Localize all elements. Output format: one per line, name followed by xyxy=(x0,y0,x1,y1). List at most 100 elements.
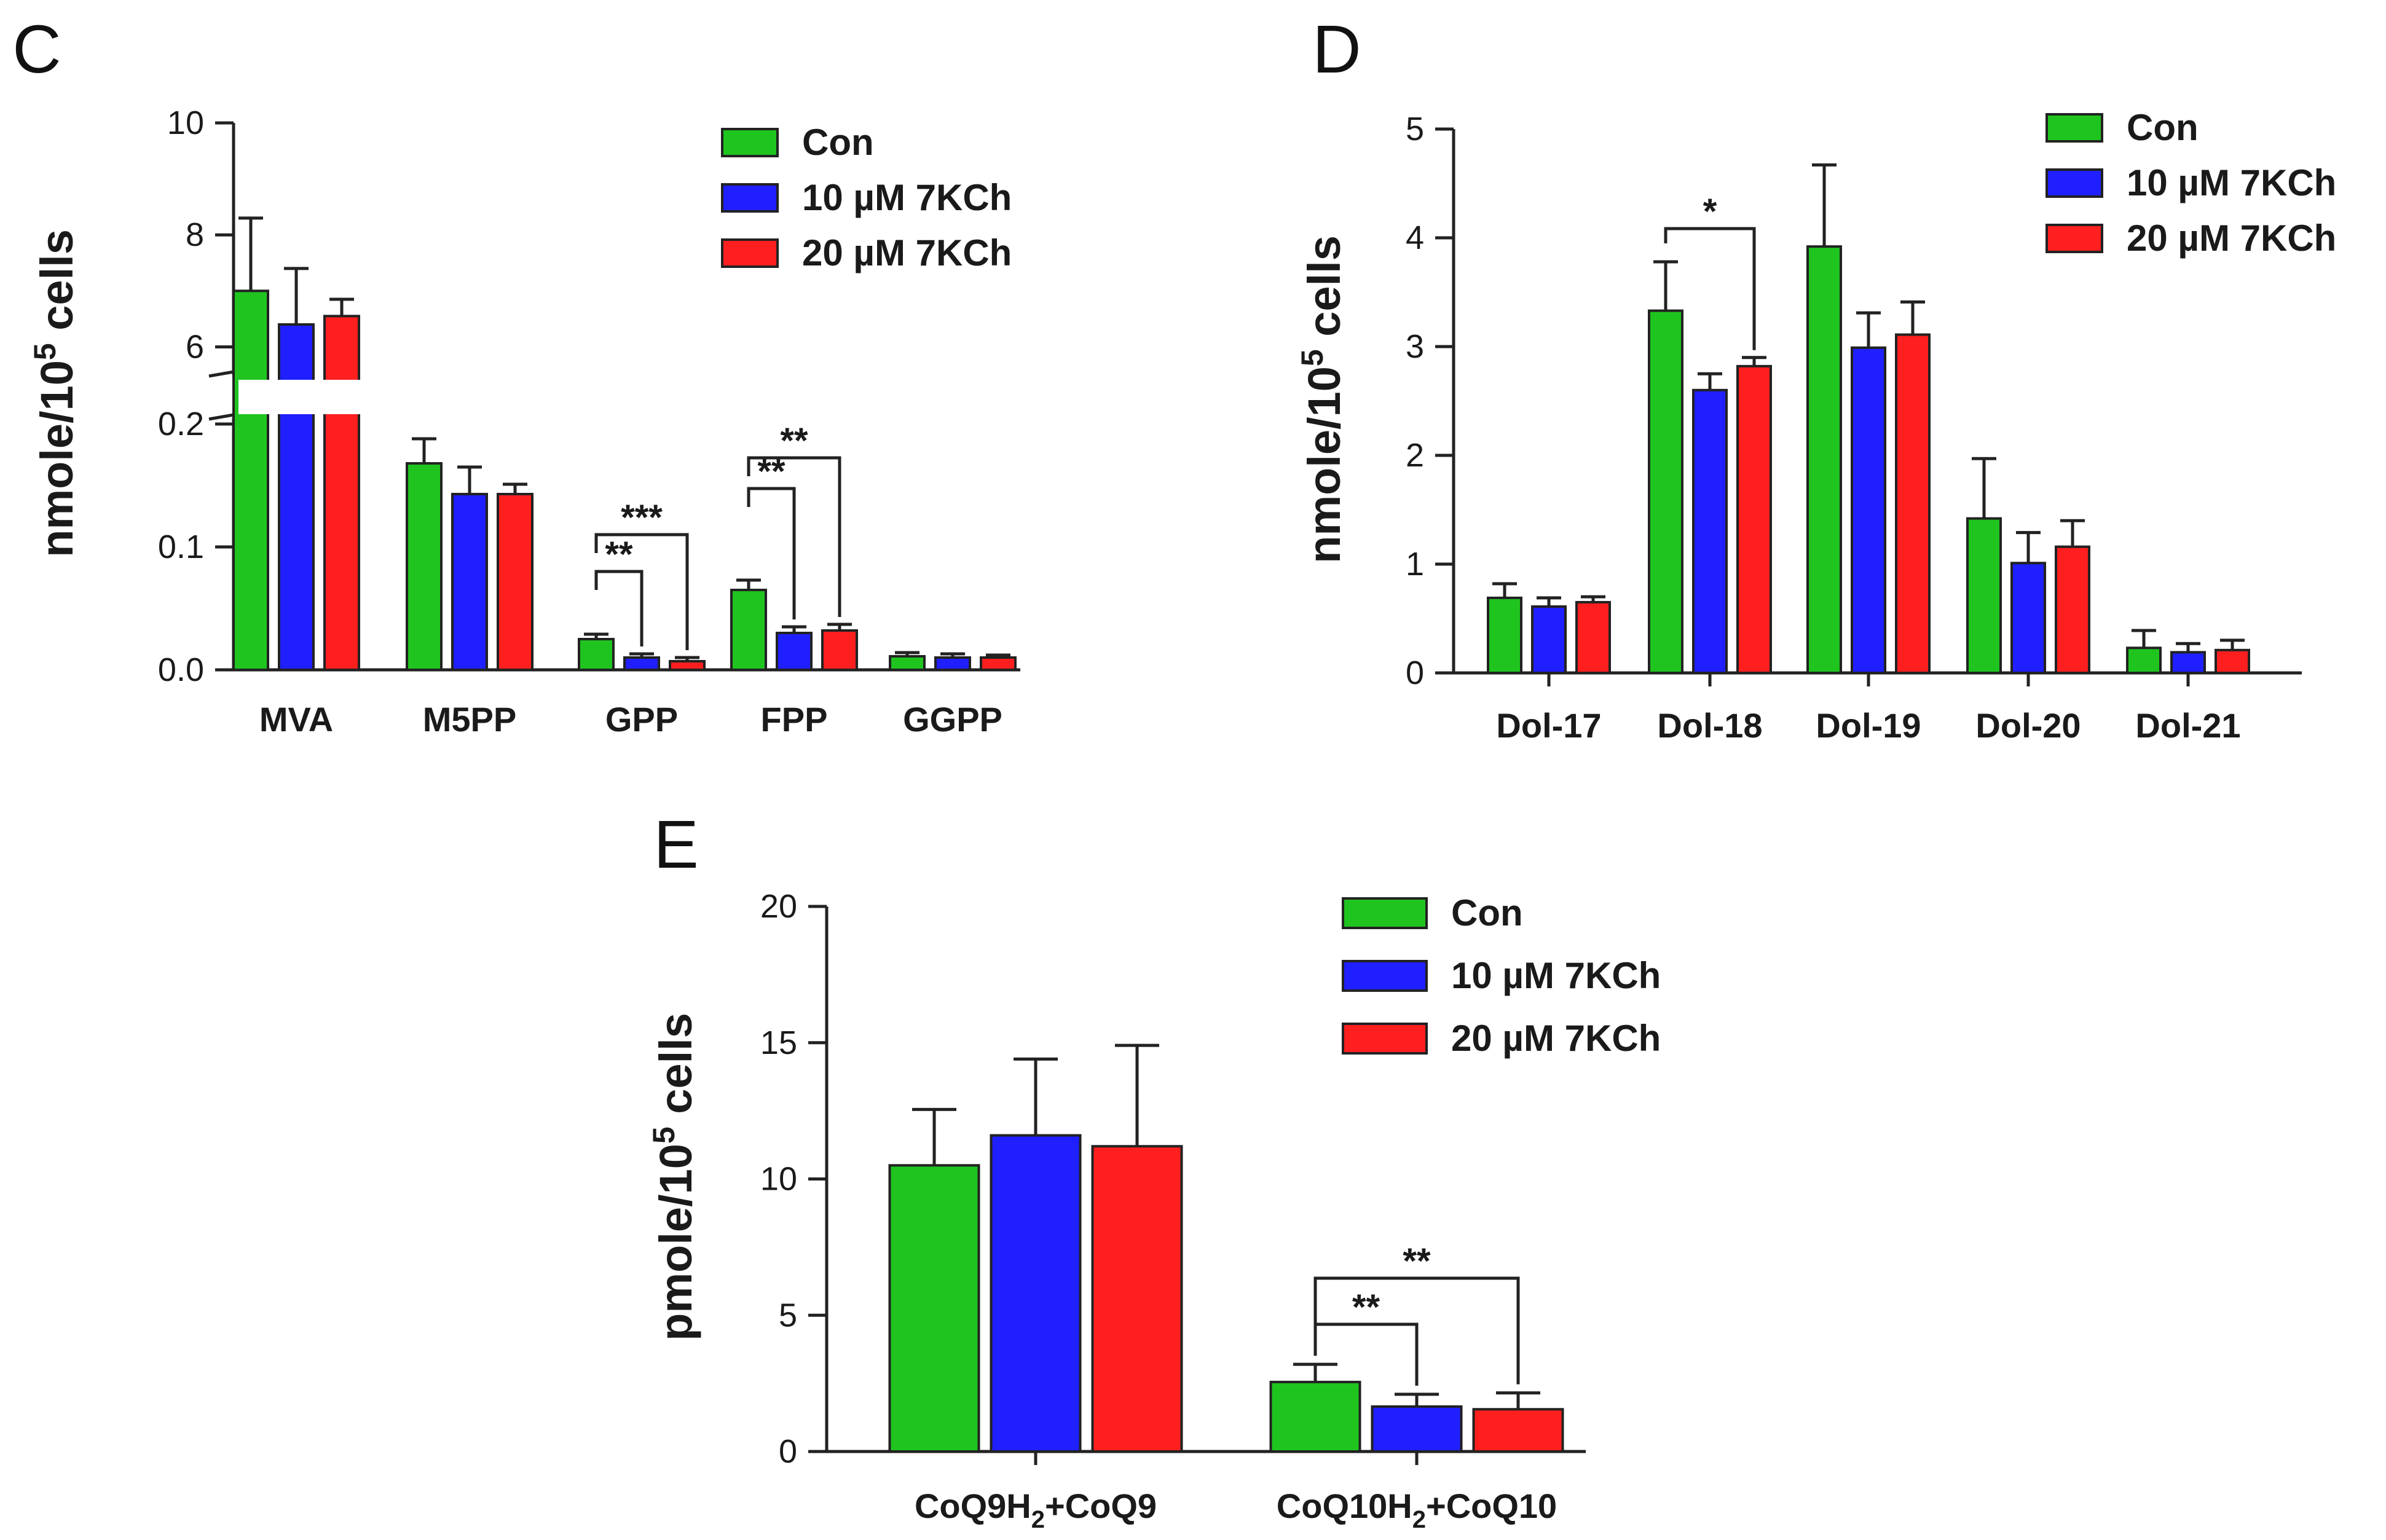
bar-d-Dol-19-2 xyxy=(1895,333,1931,674)
error-bar-d xyxy=(2220,638,2245,650)
bar-c-M5PP-1 xyxy=(451,493,488,671)
legend-swatch-2 xyxy=(1342,1023,1428,1055)
y-axis-label-c: nmole/105 cells xyxy=(28,229,82,557)
significance-c-2 xyxy=(747,487,796,619)
x-tick-label-c-M5PP: M5PP xyxy=(423,700,517,739)
error-bar-d xyxy=(1972,457,1996,519)
error-bar-c xyxy=(503,482,527,494)
error-bar-d xyxy=(1698,372,1722,390)
legend-swatch-1 xyxy=(721,183,779,213)
bar-e-CoQ10H-2 xyxy=(1472,1408,1564,1453)
panel-letter-e: E xyxy=(653,807,698,882)
bar-e-CoQ9H-1 xyxy=(990,1134,1082,1453)
y-tick-label-c: 6 xyxy=(186,328,204,365)
bar-d-Dol-18-1 xyxy=(1692,388,1728,674)
x-tick-label-d-Dol-21: Dol-21 xyxy=(2135,706,2240,745)
y-tick-label-c: 10 xyxy=(167,104,204,141)
y-tick-label-c: 0.1 xyxy=(158,528,204,565)
axis-break-gap xyxy=(238,380,404,414)
bar-c-GPP-0 xyxy=(578,638,615,671)
bar-d-Dol-21-2 xyxy=(2215,648,2250,674)
x-tick-label-d-Dol-18: Dol-18 xyxy=(1657,706,1762,745)
error-bar-c xyxy=(584,632,608,639)
error-bar-d xyxy=(2060,519,2085,547)
legend-label-1: 10 µM 7KCh xyxy=(1451,955,1661,996)
bar-c-M5PP-0 xyxy=(406,462,443,671)
significance-e-1 xyxy=(1313,1276,1520,1385)
y-tick-label-d: 1 xyxy=(1406,546,1424,583)
error-bar-c xyxy=(827,623,852,631)
error-bar-c xyxy=(736,578,761,590)
x-tick-label-d-Dol-17: Dol-17 xyxy=(1496,706,1601,745)
significance-c-3-label: ** xyxy=(780,421,808,461)
error-bar-e xyxy=(1014,1057,1058,1136)
error-bar-d xyxy=(1900,300,1925,335)
y-tick-label-d: 4 xyxy=(1406,219,1424,256)
x-tick-label-d-Dol-19: Dol-19 xyxy=(1816,706,1921,745)
legend-swatch-2 xyxy=(721,238,779,268)
bar-c-FPP-1 xyxy=(776,632,813,671)
error-bar-e xyxy=(1293,1362,1337,1382)
bar-c-MVA-2 xyxy=(323,315,360,671)
bar-e-CoQ10H-1 xyxy=(1371,1405,1463,1453)
panel-letter-d: D xyxy=(1312,12,1361,87)
error-bar-c xyxy=(238,216,263,291)
bar-d-Dol-19-1 xyxy=(1851,346,1886,674)
bar-d-Dol-18-2 xyxy=(1736,364,1772,674)
bar-c-GGPP-1 xyxy=(934,656,971,671)
legend-swatch-1 xyxy=(1342,960,1428,992)
legend-d: Con 10 µM 7KCh 20 µM 7KCh xyxy=(2045,107,2336,259)
bar-d-Dol-21-1 xyxy=(2170,651,2206,674)
x-tick-label-e-0: CoQ9H2+CoQ9 xyxy=(915,1487,1157,1533)
y-tick-label-d: 5 xyxy=(1406,111,1424,147)
significance-c-0-label: ** xyxy=(605,535,633,575)
bar-d-Dol-18-0 xyxy=(1648,309,1683,674)
significance-d-0-label: * xyxy=(1703,192,1717,232)
legend-e: Con 10 µM 7KCh 20 µM 7KCh xyxy=(1342,892,1661,1059)
legend-c: Con 10 µM 7KCh 20 µM 7KCh xyxy=(721,122,1012,273)
y-tick-label-e: 20 xyxy=(760,888,797,925)
legend-label-2: 20 µM 7KCh xyxy=(802,232,1012,273)
significance-e-1-label: ** xyxy=(1403,1241,1431,1281)
legend-label-0: Con xyxy=(802,122,874,163)
error-bar-c xyxy=(457,465,482,494)
x-tick-label-c-FPP: FPP xyxy=(761,700,828,739)
legend-swatch-1 xyxy=(2045,168,2103,198)
error-bar-d xyxy=(1653,260,1678,311)
bar-e-CoQ9H-0 xyxy=(888,1164,980,1453)
y-tick-label-e: 0 xyxy=(779,1433,797,1470)
error-bar-d xyxy=(2176,642,2200,653)
error-bar-d xyxy=(1492,582,1517,598)
legend-label-0: Con xyxy=(2127,107,2199,148)
y-axis-label-d: nmole/105 cells xyxy=(1295,235,1350,564)
bar-c-GPP-2 xyxy=(669,660,706,671)
error-bar-c xyxy=(895,651,919,656)
error-bar-d xyxy=(2016,531,2041,564)
legend-label-1: 10 µM 7KCh xyxy=(802,177,1012,218)
y-tick-label-c: 0.0 xyxy=(158,651,204,688)
error-bar-e xyxy=(912,1107,956,1166)
x-tick-label-e-1: CoQ10H2+CoQ10 xyxy=(1277,1487,1557,1533)
bar-c-M5PP-2 xyxy=(497,493,534,671)
error-bar-d xyxy=(2132,629,2156,648)
error-bar-d xyxy=(1537,596,1561,607)
y-tick-label-e: 15 xyxy=(760,1024,797,1061)
error-bar-e xyxy=(1496,1391,1540,1410)
bar-d-Dol-19-0 xyxy=(1806,245,1842,675)
bar-c-GGPP-0 xyxy=(889,655,926,671)
bar-d-Dol-17-0 xyxy=(1487,596,1522,674)
y-tick-label-d: 3 xyxy=(1406,328,1424,365)
bar-c-GPP-1 xyxy=(623,656,660,671)
error-bar-c xyxy=(782,625,806,633)
legend-swatch-0 xyxy=(721,128,779,157)
legend-swatch-0 xyxy=(2045,113,2103,143)
error-bar-d xyxy=(1742,356,1766,366)
significance-c-3 xyxy=(747,456,841,617)
x-tick-label-d-Dol-20: Dol-20 xyxy=(1975,706,2081,745)
x-tick-label-c-MVA: MVA xyxy=(259,700,333,739)
bar-c-FPP-0 xyxy=(730,589,767,671)
error-bar-c xyxy=(629,652,654,658)
error-bar-d xyxy=(1856,311,1881,348)
legend-label-2: 20 µM 7KCh xyxy=(1451,1018,1661,1059)
legend-label-1: 10 µM 7KCh xyxy=(2127,162,2336,203)
